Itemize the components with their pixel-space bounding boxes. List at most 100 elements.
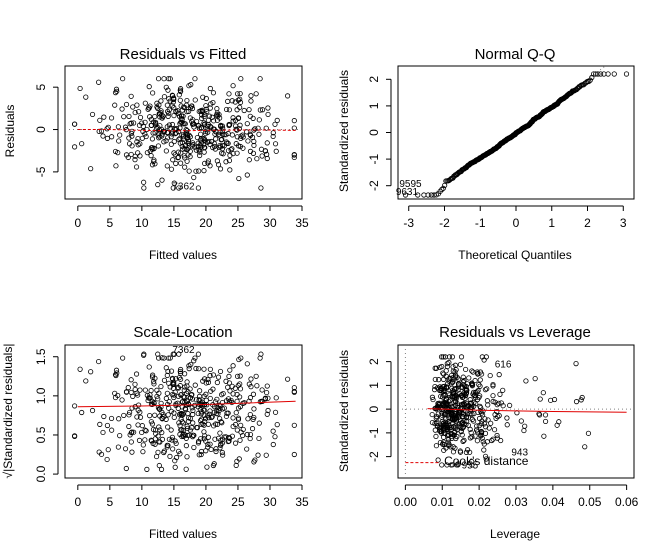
data-point <box>200 378 206 384</box>
data-point <box>108 115 115 121</box>
data-point <box>500 387 506 393</box>
data-point <box>247 395 254 401</box>
data-point <box>158 383 164 390</box>
data-point <box>171 392 177 398</box>
data-point <box>264 389 270 396</box>
data-point <box>216 111 222 118</box>
data-point <box>225 98 231 104</box>
x-axis-label: Fitted values <box>149 527 217 541</box>
data-point <box>469 411 475 417</box>
data-point <box>432 376 438 383</box>
data-point <box>176 185 182 191</box>
data-point <box>150 426 157 433</box>
data-point <box>482 387 488 393</box>
data-point <box>189 118 195 125</box>
data-point <box>252 126 258 132</box>
data-point <box>116 138 122 144</box>
data-point <box>217 368 224 375</box>
data-point <box>439 363 445 370</box>
data-point <box>248 376 254 382</box>
data-point <box>237 96 243 102</box>
data-point <box>443 373 449 379</box>
data-point <box>220 452 226 458</box>
data-point <box>586 78 592 85</box>
data-point <box>218 441 224 447</box>
data-point <box>159 436 166 442</box>
data-point <box>196 452 202 458</box>
data-point <box>134 414 140 420</box>
x-tick-label: 0.06 <box>615 495 639 509</box>
data-point <box>496 400 502 406</box>
data-point <box>208 446 214 453</box>
data-point <box>178 160 184 166</box>
data-point <box>582 444 588 450</box>
data-point <box>233 141 239 147</box>
data-point <box>601 71 607 77</box>
point-label: 9631 <box>396 187 419 198</box>
data-point <box>132 109 138 116</box>
data-point <box>238 422 244 428</box>
data-point <box>438 385 444 391</box>
chart-title: Normal Q-Q <box>475 46 556 63</box>
data-point <box>165 113 171 119</box>
data-point <box>193 397 199 403</box>
data-point <box>177 87 183 93</box>
data-point <box>472 377 478 384</box>
data-point <box>251 142 257 149</box>
data-point <box>179 419 185 425</box>
data-point <box>235 405 242 411</box>
data-point <box>109 427 115 433</box>
data-points <box>72 351 297 472</box>
data-point <box>611 71 617 77</box>
data-point <box>436 400 442 406</box>
data-point <box>249 134 256 140</box>
data-point <box>112 90 119 96</box>
data-point <box>441 447 447 453</box>
panel-residuals-vs-leverage: Residuals vs Leverage Leverage Standardi… <box>337 324 639 541</box>
data-point <box>184 423 190 429</box>
data-point <box>175 154 182 160</box>
data-point <box>205 379 212 385</box>
data-point <box>72 403 78 409</box>
data-point <box>459 384 466 390</box>
data-point <box>179 143 185 150</box>
data-point <box>469 381 475 387</box>
data-point <box>477 369 484 375</box>
data-point <box>168 408 174 414</box>
data-point <box>484 398 490 404</box>
data-point <box>198 131 204 137</box>
data-point <box>185 401 191 407</box>
data-point <box>476 415 483 422</box>
data-point <box>199 112 205 118</box>
data-point <box>155 76 162 82</box>
data-point <box>442 354 448 360</box>
data-point <box>230 415 236 421</box>
data-point <box>463 387 469 394</box>
data-point <box>155 396 161 402</box>
data-point <box>182 142 189 148</box>
data-point <box>247 411 253 418</box>
plot-area <box>72 351 297 472</box>
data-point <box>443 368 449 374</box>
data-point <box>264 411 270 417</box>
data-point <box>132 153 138 159</box>
data-point <box>108 415 115 422</box>
data-point <box>77 85 83 92</box>
data-point <box>193 147 199 153</box>
data-point <box>250 391 257 397</box>
data-point <box>170 446 176 452</box>
data-point <box>244 446 250 452</box>
data-point <box>446 441 452 447</box>
y-tick-label: 1 <box>367 382 381 389</box>
data-point <box>258 146 265 152</box>
data-point <box>234 91 241 97</box>
data-point <box>453 385 459 392</box>
data-point <box>258 185 264 191</box>
data-point <box>210 386 216 392</box>
data-point <box>270 133 276 140</box>
data-point <box>259 153 265 159</box>
data-point <box>131 429 137 435</box>
data-point <box>157 413 163 419</box>
data-point <box>151 379 157 385</box>
data-point <box>202 144 208 151</box>
